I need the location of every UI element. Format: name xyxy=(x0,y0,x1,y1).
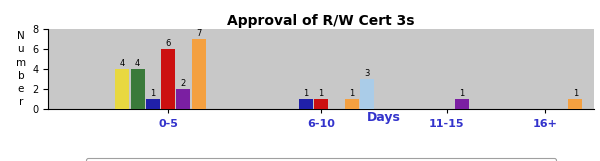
Bar xyxy=(344,99,359,109)
Bar xyxy=(455,99,469,109)
Text: 1: 1 xyxy=(349,89,354,98)
Bar xyxy=(146,99,160,109)
Title: Approval of R/W Cert 3s: Approval of R/W Cert 3s xyxy=(227,14,415,28)
Bar xyxy=(131,69,145,109)
Bar xyxy=(176,89,190,109)
Text: 1: 1 xyxy=(459,89,464,98)
Bar xyxy=(360,79,374,109)
Bar xyxy=(299,99,313,109)
Bar xyxy=(161,49,175,109)
Text: 1: 1 xyxy=(573,89,578,98)
Y-axis label: N
u
m
b
e
r: N u m b e r xyxy=(16,31,26,107)
Text: 4: 4 xyxy=(135,59,140,68)
Text: 7: 7 xyxy=(196,29,202,38)
Text: 6: 6 xyxy=(166,39,171,48)
Text: 2: 2 xyxy=(181,79,186,88)
Text: 1: 1 xyxy=(150,89,155,98)
Text: 1: 1 xyxy=(319,89,323,98)
Bar xyxy=(115,69,129,109)
Text: 3: 3 xyxy=(364,69,370,78)
Bar xyxy=(314,99,328,109)
Text: 4: 4 xyxy=(119,59,125,68)
Bar xyxy=(568,99,583,109)
Legend: 3rd/4th Quarters FY07, 1st/2nd Quarters FY08, 3rd/4th Quarters FY08, 1st/2nd Qua: 3rd/4th Quarters FY07, 1st/2nd Quarters … xyxy=(86,158,556,161)
Text: 1: 1 xyxy=(303,89,308,98)
Bar xyxy=(191,39,206,109)
Text: Days: Days xyxy=(367,111,401,124)
